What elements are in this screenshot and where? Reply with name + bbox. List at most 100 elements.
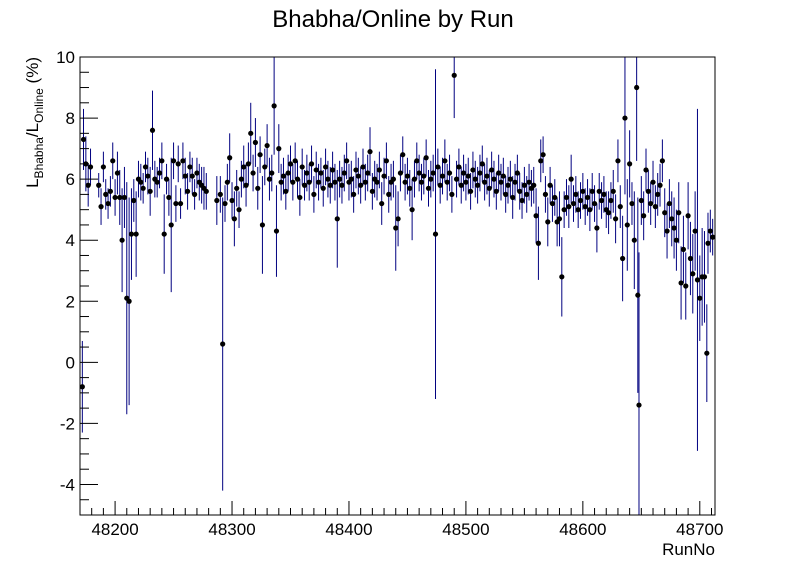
data-point xyxy=(214,197,220,204)
data-point xyxy=(610,188,616,194)
data-point xyxy=(629,200,635,207)
data-point xyxy=(643,167,649,173)
data-point xyxy=(404,173,411,179)
data-point xyxy=(707,228,713,234)
data-point xyxy=(505,182,511,188)
data-point xyxy=(252,139,259,146)
data-point xyxy=(635,292,641,298)
data-point xyxy=(273,228,280,234)
data-point xyxy=(112,194,118,201)
y-tick-label: 10 xyxy=(56,48,75,67)
data-point xyxy=(598,197,605,204)
data-point xyxy=(241,164,247,170)
data-point xyxy=(257,152,263,158)
data-point xyxy=(467,188,474,194)
data-point xyxy=(547,182,553,188)
data-point xyxy=(355,173,361,179)
data-point xyxy=(470,167,476,173)
data-point xyxy=(535,240,542,246)
y-tick-label: 2 xyxy=(66,292,75,311)
data-point xyxy=(442,158,448,164)
data-point xyxy=(238,176,244,182)
data-point xyxy=(659,158,665,164)
data-point xyxy=(444,179,450,185)
data-point xyxy=(453,176,460,182)
data-point xyxy=(243,182,249,188)
y-axis-title-main-2: L xyxy=(23,123,42,132)
data-point xyxy=(655,191,661,197)
data-point xyxy=(98,204,104,210)
data-point xyxy=(531,182,537,188)
data-point xyxy=(496,170,502,176)
data-point xyxy=(304,170,310,176)
data-point xyxy=(96,182,102,188)
data-point xyxy=(624,222,630,228)
data-point xyxy=(189,173,195,179)
data-point xyxy=(594,225,600,231)
data-point xyxy=(311,191,317,197)
y-tick-label: -4 xyxy=(60,475,75,494)
data-point xyxy=(131,197,137,204)
data-point xyxy=(278,179,284,185)
data-point xyxy=(80,384,85,390)
data-point xyxy=(280,173,287,179)
data-point xyxy=(533,213,539,219)
data-point xyxy=(276,146,282,152)
data-point xyxy=(217,191,223,197)
data-point xyxy=(393,225,399,231)
data-point xyxy=(463,179,469,185)
data-point xyxy=(383,158,389,164)
data-point xyxy=(334,216,340,222)
data-point xyxy=(479,161,485,167)
data-point xyxy=(601,191,607,197)
data-point xyxy=(411,176,418,182)
data-point xyxy=(687,255,694,262)
data-point xyxy=(234,185,240,191)
data-point xyxy=(327,182,333,188)
data-point xyxy=(248,130,254,136)
data-point xyxy=(128,231,135,237)
data-point xyxy=(439,173,446,179)
data-point xyxy=(514,170,520,176)
data-point xyxy=(255,185,261,191)
data-point xyxy=(259,222,266,228)
data-point xyxy=(612,216,619,222)
data-point xyxy=(650,179,656,185)
data-point xyxy=(605,210,612,216)
data-point xyxy=(645,188,651,194)
y-tick-label: 8 xyxy=(66,109,75,128)
data-point xyxy=(491,176,497,182)
data-point xyxy=(608,197,614,204)
data-point xyxy=(224,179,230,185)
data-point xyxy=(545,219,551,225)
data-point xyxy=(428,176,434,182)
data-point xyxy=(114,170,121,176)
data-point xyxy=(407,185,413,191)
data-point xyxy=(561,207,567,213)
data-point xyxy=(568,176,574,182)
data-point xyxy=(229,197,235,204)
data-point xyxy=(524,191,530,197)
data-point xyxy=(563,194,570,201)
data-point xyxy=(486,185,492,191)
data-point xyxy=(103,191,109,197)
data-point xyxy=(369,188,375,194)
data-point xyxy=(414,158,420,164)
data-point xyxy=(437,182,443,188)
data-point xyxy=(493,188,499,194)
data-point xyxy=(418,179,425,185)
data-point xyxy=(704,350,710,356)
data-point xyxy=(549,200,556,207)
data-point xyxy=(552,194,558,201)
data-point xyxy=(465,173,471,179)
data-point xyxy=(161,231,167,237)
y-axis-title-slash: / xyxy=(23,132,42,137)
data-point xyxy=(638,197,644,204)
data-point xyxy=(395,216,401,222)
data-point xyxy=(451,72,457,78)
data-point xyxy=(285,170,291,176)
data-point xyxy=(566,204,572,210)
data-point xyxy=(292,158,298,164)
